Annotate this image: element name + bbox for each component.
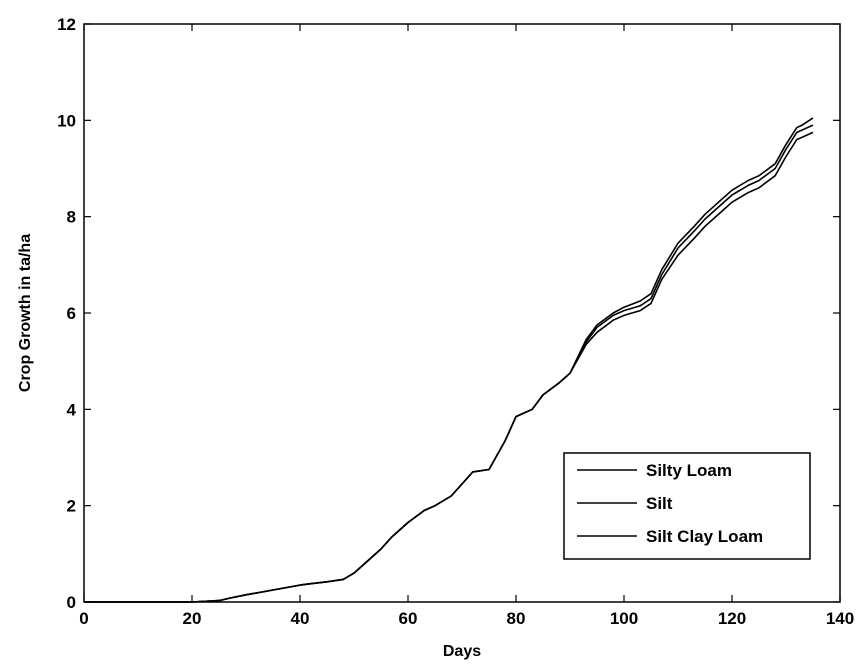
- axis-ticks: [83, 23, 841, 603]
- x-tick-label: 120: [718, 609, 746, 628]
- legend-label-silt: Silt: [646, 494, 673, 513]
- series-line-silt-clay-loam: [84, 131, 814, 603]
- x-tick-label: 0: [79, 609, 88, 628]
- y-tick-label: 8: [67, 208, 76, 227]
- legend-label-silt-clay-loam: Silt Clay Loam: [646, 527, 763, 546]
- y-tick-label: 6: [67, 304, 76, 323]
- x-tick-label: 140: [826, 609, 854, 628]
- x-tick-label: 80: [507, 609, 526, 628]
- legend-label-silty-loam: Silty Loam: [646, 461, 732, 480]
- y-tick-label: 0: [67, 593, 76, 612]
- legend: Silty Loam Silt Silt Clay Loam: [563, 452, 811, 560]
- x-tick-label: 40: [291, 609, 310, 628]
- y-tick-label: 12: [57, 15, 76, 34]
- x-axis-label: Days: [443, 643, 481, 660]
- x-tick-label: 100: [610, 609, 638, 628]
- y-axis-label: Crop Growth in ta/ha: [17, 234, 34, 392]
- y-tick-label: 4: [67, 400, 77, 419]
- x-tick-label: 20: [183, 609, 202, 628]
- series-lines: [84, 117, 814, 603]
- y-tick-label: 2: [67, 497, 76, 516]
- y-tick-label: 10: [57, 111, 76, 130]
- tick-labels: 0 20 40 60 80 100 120 140 0 2 4 6 8 10 12: [57, 15, 854, 628]
- x-tick-label: 60: [399, 609, 418, 628]
